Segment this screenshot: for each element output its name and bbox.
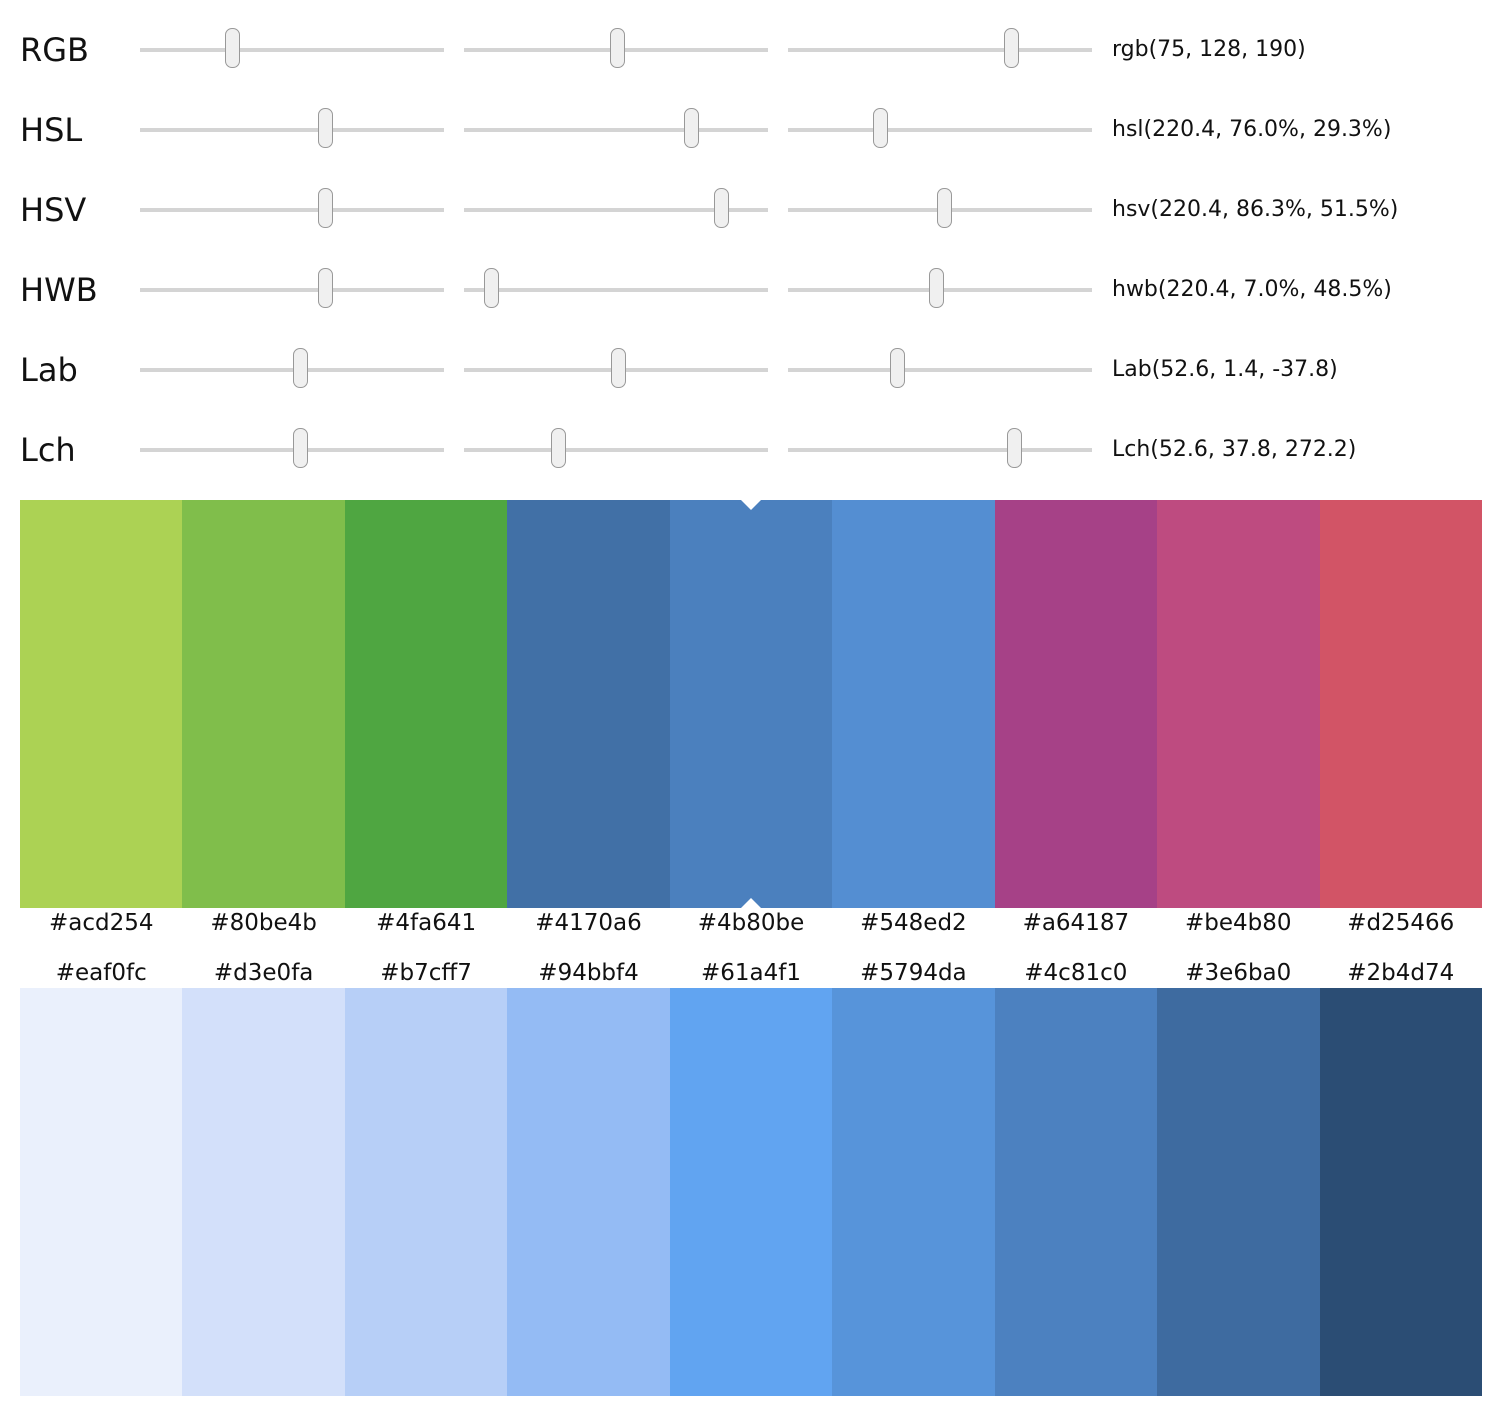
color-swatch[interactable] xyxy=(1157,500,1320,908)
harmony-labels: #acd254 #80be4b #4fa641 #4170a6 #4b80be #548e… xyxy=(20,908,1482,938)
color-value: hsv(220.4, 86.3%, 51.5%) xyxy=(1112,197,1399,222)
color-swatch[interactable] xyxy=(344,500,508,908)
model-label: HSL xyxy=(20,111,83,149)
hex-label: #b7cff7 xyxy=(380,960,472,986)
slider-row-hwb: HWB hwb(220.4, 7.0%, 48.5%) xyxy=(0,250,1501,330)
hex-label: #acd254 xyxy=(48,910,154,936)
model-label: HSV xyxy=(20,191,87,229)
slider-track[interactable] xyxy=(140,28,444,68)
slider-thumb[interactable] xyxy=(292,428,308,468)
slider-thumb[interactable] xyxy=(484,268,500,308)
slider-thumb[interactable] xyxy=(317,108,333,148)
slider-thumb[interactable] xyxy=(1004,28,1020,68)
slider-track[interactable] xyxy=(464,108,768,148)
color-swatch[interactable] xyxy=(1157,988,1320,1396)
slider-track[interactable] xyxy=(788,108,1092,148)
slider-thumb[interactable] xyxy=(890,348,906,388)
hex-label: #be4b80 xyxy=(1185,910,1292,936)
slider-thumb[interactable] xyxy=(551,428,566,468)
color-swatch[interactable] xyxy=(669,500,833,908)
hex-label: #4c81c0 xyxy=(1024,960,1128,986)
color-swatch[interactable] xyxy=(20,500,183,908)
color-swatch[interactable] xyxy=(1319,988,1482,1396)
slider-row-hsl: HSL hsl(220.4, 76.0%, 29.3%) xyxy=(0,90,1501,170)
slider-row-rgb: RGB rgb(75, 128, 190) xyxy=(0,10,1501,90)
model-label: HWB xyxy=(20,271,98,309)
color-swatch[interactable] xyxy=(832,988,995,1396)
selected-marker-bottom xyxy=(741,898,761,908)
hex-label: #d25466 xyxy=(1347,910,1455,936)
hex-label: #94bbf4 xyxy=(538,960,639,986)
slider-row-lch: Lch Lch(52.6, 37.8, 272.2) xyxy=(0,410,1501,490)
color-swatch[interactable] xyxy=(182,988,345,1396)
color-swatch[interactable] xyxy=(182,500,345,908)
color-swatch[interactable] xyxy=(994,500,1158,908)
slider-thumb[interactable] xyxy=(609,28,625,68)
color-swatch[interactable] xyxy=(344,988,508,1396)
slider-thumb[interactable] xyxy=(928,268,944,308)
hex-label: #4170a6 xyxy=(535,910,642,936)
hex-label: #80be4b xyxy=(210,910,317,936)
slider-track[interactable] xyxy=(788,348,1092,388)
hex-label: #eaf0fc xyxy=(55,960,147,986)
color-value: hwb(220.4, 7.0%, 48.5%) xyxy=(1112,277,1392,302)
selected-marker-top xyxy=(741,500,761,510)
slider-track[interactable] xyxy=(140,348,444,388)
model-label: Lch xyxy=(20,431,76,469)
color-swatch[interactable] xyxy=(507,988,670,1396)
shade-labels: #eaf0fc #d3e0fa #b7cff7 #94bbf4 #61a4f1 #5794… xyxy=(20,958,1482,988)
color-swatch[interactable] xyxy=(20,988,183,1396)
harmony-swatches xyxy=(20,500,1482,908)
color-swatch[interactable] xyxy=(994,988,1158,1396)
slider-track[interactable] xyxy=(464,188,768,228)
slider-track[interactable] xyxy=(140,188,444,228)
slider-row-hsv: HSV hsv(220.4, 86.3%, 51.5%) xyxy=(0,170,1501,250)
color-value: Lab(52.6, 1.4, -37.8) xyxy=(1112,357,1338,382)
color-swatch[interactable] xyxy=(832,500,995,908)
slider-thumb[interactable] xyxy=(872,108,888,148)
color-swatch[interactable] xyxy=(507,500,670,908)
slider-track[interactable] xyxy=(788,188,1092,228)
model-label: RGB xyxy=(20,31,89,69)
hex-label: #61a4f1 xyxy=(700,960,801,986)
hex-label: #5794da xyxy=(860,960,967,986)
slider-track[interactable] xyxy=(464,268,768,308)
hex-label: #548ed2 xyxy=(860,910,967,936)
hex-label: #2b4d74 xyxy=(1347,960,1455,986)
hex-label: #a64187 xyxy=(1022,910,1130,936)
slider-track[interactable] xyxy=(464,428,768,468)
slider-track[interactable] xyxy=(464,348,768,388)
slider-thumb[interactable] xyxy=(317,188,333,228)
hex-label: #3e6ba0 xyxy=(1185,960,1292,986)
color-swatch[interactable] xyxy=(1319,500,1482,908)
slider-thumb[interactable] xyxy=(714,188,730,228)
slider-track[interactable] xyxy=(140,108,444,148)
shade-swatches xyxy=(20,988,1482,1396)
slider-track[interactable] xyxy=(140,428,444,468)
model-label: Lab xyxy=(20,351,78,389)
slider-thumb[interactable] xyxy=(684,108,700,148)
color-swatch[interactable] xyxy=(669,988,833,1396)
slider-track[interactable] xyxy=(464,28,768,68)
slider-track[interactable] xyxy=(788,428,1092,468)
slider-track[interactable] xyxy=(788,268,1092,308)
slider-thumb[interactable] xyxy=(610,348,626,388)
slider-track[interactable] xyxy=(140,268,444,308)
slider-thumb[interactable] xyxy=(1007,428,1023,468)
slider-row-lab: Lab Lab(52.6, 1.4, -37.8) xyxy=(0,330,1501,410)
hex-label: #4b80be xyxy=(697,910,805,936)
slider-thumb[interactable] xyxy=(317,268,333,308)
color-value: Lch(52.6, 37.8, 272.2) xyxy=(1112,437,1357,462)
hex-label: #4fa641 xyxy=(376,910,477,936)
color-value: rgb(75, 128, 190) xyxy=(1112,37,1306,62)
slider-thumb[interactable] xyxy=(225,28,241,68)
hex-label: #d3e0fa xyxy=(213,960,314,986)
slider-thumb[interactable] xyxy=(292,348,308,388)
color-value: hsl(220.4, 76.0%, 29.3%) xyxy=(1112,117,1392,142)
slider-track[interactable] xyxy=(788,28,1092,68)
slider-thumb[interactable] xyxy=(937,188,953,228)
